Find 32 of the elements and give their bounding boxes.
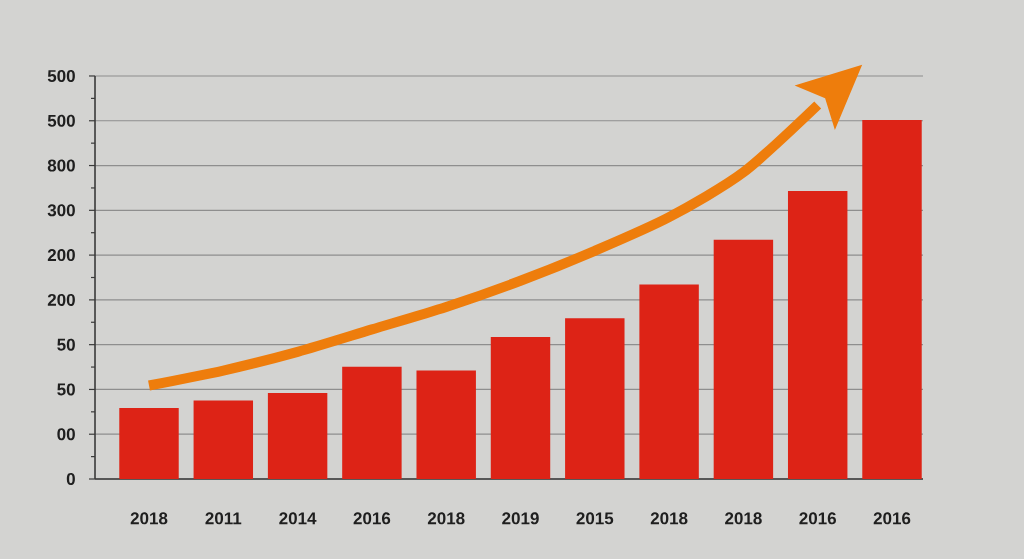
text: 200 (47, 249, 75, 262)
bar (565, 318, 625, 479)
text: 00 (57, 428, 75, 441)
bar (267, 392, 328, 479)
x-tick-label: 2018 (427, 512, 465, 525)
bar (713, 239, 774, 479)
x-tick-label: 2016 (873, 512, 911, 525)
x-tick-label: 2015 (576, 512, 614, 525)
x-tick-label: 2018 (130, 512, 168, 525)
bar (639, 284, 699, 479)
text: 50 (57, 383, 75, 396)
text: 800 (47, 159, 75, 172)
text: 50 (57, 338, 75, 351)
bar (119, 407, 179, 479)
x-tick-label: 2011 (205, 512, 242, 525)
text: 300 (47, 204, 75, 217)
text: 500 (47, 114, 75, 127)
x-tick-label: 2019 (502, 512, 539, 525)
bar (416, 370, 476, 479)
x-tick-label: 2018 (650, 512, 688, 525)
x-tick-label: 2016 (799, 512, 836, 525)
bar (787, 191, 848, 479)
x-tick-label: 2018 (725, 512, 762, 525)
bar (342, 366, 402, 479)
bar (490, 336, 551, 479)
text: 200 (47, 293, 75, 306)
bar (862, 119, 922, 479)
text: 500 (47, 69, 75, 82)
x-tick-label: 2016 (353, 512, 391, 525)
text: 0 (66, 473, 75, 486)
x-tick-label: 2014 (279, 512, 317, 525)
bar (193, 400, 254, 479)
